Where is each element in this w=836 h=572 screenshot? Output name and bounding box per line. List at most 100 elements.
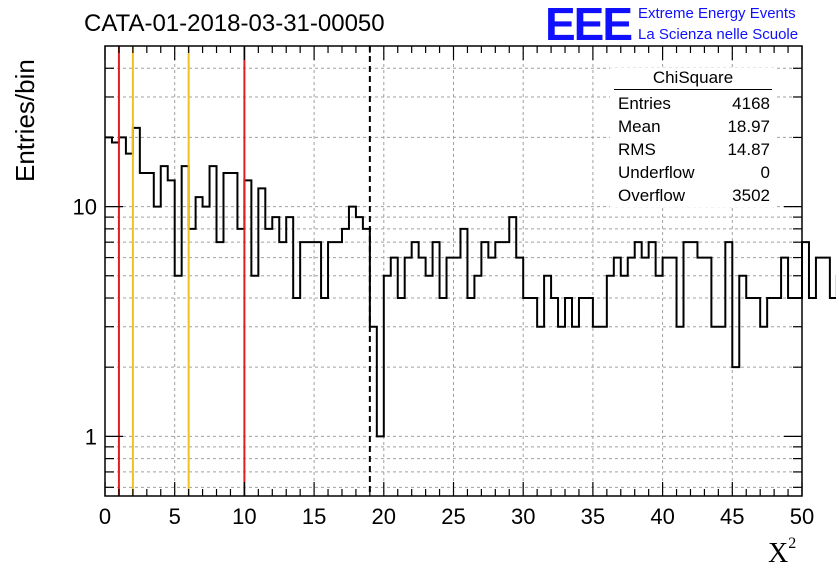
histogram-bin (272, 217, 279, 496)
histogram-bin (244, 180, 251, 496)
x-tick-label: 50 (790, 504, 814, 529)
histogram-bin (356, 217, 363, 496)
histogram-bin (509, 217, 516, 496)
stats-value: 0 (760, 163, 770, 182)
histogram-bin (600, 327, 607, 496)
histogram-bin (725, 242, 732, 496)
histogram-bin (314, 242, 321, 496)
histogram-bin (196, 197, 203, 496)
histogram-bin (447, 258, 454, 496)
histogram-bin (614, 258, 621, 496)
stats-row: Overflow 3502 (610, 184, 776, 207)
x-tick-label: 5 (169, 504, 181, 529)
x-axis-symbol: X (768, 538, 789, 569)
axis-ticks (104, 46, 803, 496)
histogram-bin (307, 242, 314, 496)
histogram-bin (363, 229, 370, 496)
stats-value: 4168 (732, 94, 770, 113)
histogram-bin (328, 242, 335, 496)
y-tick-label: 1 (85, 424, 97, 449)
stats-box: ChiSquare Entries 4168 Mean 18.97 RMS 14.87… (610, 68, 776, 207)
histogram-bin (182, 166, 189, 496)
histogram-bin (237, 229, 244, 496)
histogram-bin (656, 276, 663, 496)
histogram-bin (265, 229, 272, 496)
x-tick-label: 25 (441, 504, 465, 529)
histogram-bin (140, 173, 147, 496)
histogram-outline (105, 126, 836, 438)
histogram-bin (377, 436, 384, 496)
stats-value: 14.87 (727, 140, 770, 159)
histogram-bin (690, 242, 697, 496)
histogram-bin (621, 276, 628, 496)
histogram-bin (168, 180, 175, 496)
histogram-bin (579, 298, 586, 496)
histogram-bin (739, 276, 746, 496)
histogram-bin (697, 258, 704, 496)
x-axis-superscript: 2 (788, 534, 797, 552)
histogram-bin (286, 217, 293, 496)
histogram-bin (753, 298, 760, 496)
histogram-bin (537, 327, 544, 496)
logo-caption: Extreme Energy Events La Scienza nelle S… (638, 3, 798, 45)
histogram-bin (551, 298, 558, 496)
histogram-bin (203, 207, 210, 496)
grid-lines (105, 46, 802, 496)
x-axis-label: X2 (768, 534, 797, 570)
histogram-bin (586, 298, 593, 496)
x-tick-label: 45 (720, 504, 744, 529)
histogram-bin (321, 298, 328, 496)
histogram-bin (460, 229, 467, 496)
y-axis-label: Entries/bin (10, 59, 40, 182)
histogram-bin (279, 242, 286, 496)
histogram-bin (628, 258, 635, 496)
stats-label: Entries (618, 94, 671, 113)
histogram-bin (398, 298, 405, 496)
histogram-bin (293, 298, 300, 496)
histogram-bin (711, 327, 718, 496)
tick-labels: 0 5 10 15 20 25 30 35 40 45 50 1 10 (73, 195, 815, 529)
histogram-bin (816, 258, 823, 496)
stats-label: Mean (618, 117, 661, 136)
histogram-bin (349, 207, 356, 496)
histogram-bin (440, 298, 447, 496)
stats-label: Overflow (618, 186, 686, 205)
histogram-bin (774, 298, 781, 496)
histogram-bin (210, 166, 217, 496)
logo-line-2: La Scienza nelle Scuole (638, 26, 799, 43)
stats-label: Underflow (618, 163, 695, 182)
histogram-bin (433, 242, 440, 496)
histogram-bin (767, 298, 774, 496)
histogram-bin (523, 298, 530, 496)
histogram-bin (649, 242, 656, 496)
stats-row: Underflow 0 (610, 161, 776, 184)
histogram-bin (488, 258, 495, 496)
histogram-bin (732, 367, 739, 496)
histogram-bin (795, 298, 802, 496)
y-tick-label: 10 (73, 195, 97, 220)
stats-value: 3502 (732, 186, 770, 205)
histogram-bin (105, 137, 112, 496)
x-tick-label: 35 (581, 504, 605, 529)
chart-title: CATA-01-2018-03-31-00050 (84, 10, 385, 37)
histogram-bin (593, 327, 600, 496)
histogram-bin (802, 242, 809, 496)
histogram-bin (230, 173, 237, 496)
histogram-bin (635, 242, 642, 496)
x-tick-label: 40 (650, 504, 674, 529)
histogram-bin (663, 258, 670, 496)
histogram-bin (788, 298, 795, 496)
histogram-bin (481, 242, 488, 496)
histogram-bin (718, 327, 725, 496)
histogram-bin (516, 258, 523, 496)
histogram-bin (467, 298, 474, 496)
histogram-bin (704, 258, 711, 496)
histogram-bin (154, 207, 161, 496)
histogram-bin (830, 298, 836, 496)
histogram-bin (426, 276, 433, 496)
histogram-bin (809, 298, 816, 496)
histogram-bin (119, 137, 126, 496)
histogram-bin (565, 298, 572, 496)
histogram-bin (126, 154, 133, 496)
